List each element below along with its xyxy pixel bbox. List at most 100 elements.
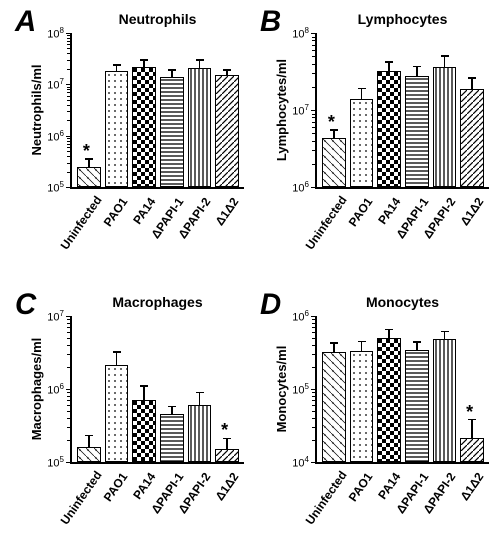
panel-B: BLymphocytesLymphocytes/ml106107108Uninf… bbox=[260, 5, 495, 275]
bar bbox=[405, 350, 429, 462]
bar bbox=[105, 365, 129, 462]
ytick-minor bbox=[312, 133, 315, 134]
error-bar bbox=[361, 341, 363, 351]
ytick-label: 108 bbox=[34, 26, 64, 41]
bar bbox=[215, 449, 239, 462]
error-cap bbox=[441, 55, 449, 57]
ytick-label: 106 bbox=[34, 382, 64, 397]
ytick-minor bbox=[67, 87, 70, 88]
error-cap bbox=[223, 69, 231, 71]
error-bar bbox=[416, 342, 418, 350]
error-cap bbox=[140, 385, 148, 387]
ytick-major bbox=[311, 33, 317, 34]
ytick-minor bbox=[312, 367, 315, 368]
error-bar bbox=[171, 406, 173, 414]
ytick-minor bbox=[312, 56, 315, 57]
ytick-minor bbox=[312, 40, 315, 41]
panel-A: ANeutrophilsNeutrophils/ml105106107108Un… bbox=[15, 5, 250, 275]
error-cap bbox=[358, 341, 366, 343]
ytick-minor bbox=[67, 69, 70, 70]
ytick-label: 107 bbox=[34, 309, 64, 324]
error-cap bbox=[468, 77, 476, 79]
ytick-label: 106 bbox=[34, 129, 64, 144]
bar bbox=[77, 167, 101, 187]
ytick-minor bbox=[312, 354, 315, 355]
ytick-minor bbox=[67, 100, 70, 101]
error-bar bbox=[143, 60, 145, 67]
ytick-minor bbox=[312, 87, 315, 88]
ytick-major bbox=[311, 316, 317, 317]
ytick-minor bbox=[312, 117, 315, 118]
ytick-minor bbox=[67, 411, 70, 412]
ytick-minor bbox=[312, 327, 315, 328]
bar bbox=[405, 76, 429, 187]
bar bbox=[132, 67, 156, 187]
error-bar bbox=[226, 70, 228, 75]
ytick-minor bbox=[312, 345, 315, 346]
significance-asterisk: * bbox=[221, 420, 228, 441]
ytick-minor bbox=[67, 400, 70, 401]
panel-title: Neutrophils bbox=[70, 11, 245, 27]
significance-asterisk: * bbox=[328, 112, 335, 133]
error-bar bbox=[199, 60, 201, 68]
ytick-minor bbox=[312, 392, 315, 393]
ytick-minor bbox=[312, 37, 315, 38]
error-cap bbox=[168, 69, 176, 71]
ytick-label: 105 bbox=[34, 180, 64, 195]
ytick-minor bbox=[312, 427, 315, 428]
ytick-minor bbox=[67, 418, 70, 419]
ytick-label: 105 bbox=[34, 455, 64, 470]
error-cap bbox=[441, 331, 449, 333]
error-bar bbox=[361, 89, 363, 99]
ytick-minor bbox=[67, 367, 70, 368]
plot-area bbox=[70, 316, 244, 464]
ytick-minor bbox=[67, 96, 70, 97]
ytick-minor bbox=[67, 338, 70, 339]
ytick-label: 107 bbox=[34, 77, 64, 92]
error-bar bbox=[333, 343, 335, 352]
ytick-minor bbox=[312, 50, 315, 51]
ytick-minor bbox=[67, 144, 70, 145]
panel-D: DMonocytesMonocytes/ml104105106Uninfecte… bbox=[260, 288, 495, 550]
error-bar bbox=[444, 332, 446, 340]
ytick-major bbox=[66, 462, 72, 463]
ytick-minor bbox=[67, 141, 70, 142]
bar bbox=[77, 447, 101, 462]
bar bbox=[460, 438, 484, 462]
bar bbox=[322, 352, 346, 462]
bar bbox=[460, 89, 484, 187]
bar bbox=[215, 75, 239, 187]
error-cap bbox=[196, 59, 204, 61]
error-bar bbox=[171, 70, 173, 77]
ytick-label: 106 bbox=[279, 309, 309, 324]
bar bbox=[160, 77, 184, 187]
y-axis-label: Neutrophils/ml bbox=[29, 33, 44, 187]
error-cap bbox=[385, 329, 393, 331]
bar bbox=[433, 67, 457, 187]
ytick-minor bbox=[67, 345, 70, 346]
ytick-label: 104 bbox=[279, 455, 309, 470]
ytick-minor bbox=[312, 164, 315, 165]
ytick-minor bbox=[67, 41, 70, 42]
ytick-minor bbox=[312, 418, 315, 419]
figure: ANeutrophilsNeutrophils/ml105106107108Un… bbox=[0, 0, 500, 554]
error-cap bbox=[413, 341, 421, 343]
ytick-major bbox=[66, 316, 72, 317]
ytick-minor bbox=[312, 411, 315, 412]
ytick-minor bbox=[312, 405, 315, 406]
error-cap bbox=[113, 351, 121, 353]
plot-area bbox=[70, 33, 244, 189]
bar bbox=[433, 339, 457, 462]
ytick-minor bbox=[67, 392, 70, 393]
bar bbox=[322, 138, 346, 187]
ytick-minor bbox=[312, 45, 315, 46]
ytick-minor bbox=[312, 396, 315, 397]
ytick-label: 105 bbox=[279, 382, 309, 397]
ytick-minor bbox=[67, 405, 70, 406]
ytick-minor bbox=[67, 120, 70, 121]
significance-asterisk: * bbox=[83, 141, 90, 162]
ytick-minor bbox=[312, 114, 315, 115]
error-bar bbox=[388, 62, 390, 71]
ytick-minor bbox=[312, 141, 315, 142]
ytick-minor bbox=[312, 127, 315, 128]
